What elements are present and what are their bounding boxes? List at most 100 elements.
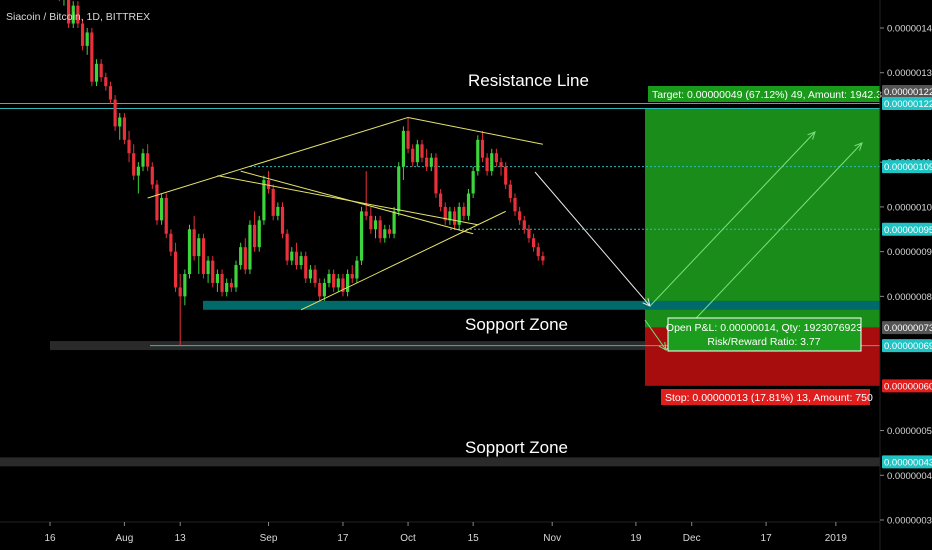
candle-body: [294, 251, 299, 266]
candle-body: [411, 148, 415, 163]
candle: [308, 265, 312, 283]
candle-body: [359, 211, 364, 261]
candle-body: [541, 256, 545, 261]
candle: [211, 256, 215, 288]
time-tick-label: Aug: [116, 533, 134, 544]
candle-body: [160, 197, 164, 221]
candle: [387, 224, 392, 239]
candle: [164, 193, 168, 239]
trendline: [300, 210, 506, 311]
candle-body: [197, 238, 201, 257]
support-zone-band: [203, 300, 880, 310]
candle-body: [206, 260, 210, 274]
candle: [420, 139, 424, 163]
candle-body: [490, 153, 494, 172]
candle-body: [457, 206, 461, 225]
candle-body: [304, 256, 308, 279]
candle: [318, 278, 322, 301]
candle-body: [364, 211, 368, 216]
candle: [113, 95, 117, 131]
candle: [364, 171, 368, 221]
candle: [406, 117, 410, 154]
candle: [285, 229, 289, 266]
candle-body: [299, 256, 303, 266]
price-badge-bg: [882, 379, 932, 393]
candle: [355, 256, 359, 283]
candle-body: [434, 157, 438, 194]
candle-body: [522, 220, 526, 230]
candle-body: [234, 265, 238, 288]
candle: [322, 278, 326, 301]
candle-body: [462, 206, 466, 216]
candle-body: [448, 211, 452, 221]
arrow-shaft: [649, 131, 816, 307]
trendlines-layer: [147, 116, 543, 311]
candle-body: [318, 282, 322, 297]
candle-body: [150, 166, 154, 185]
candle: [276, 202, 280, 221]
arrow-shaft: [665, 142, 863, 351]
target-label-text: Target: 0.00000049 (67.12%) 49, Amount: …: [652, 89, 888, 101]
time-axis[interactable]: 16 Aug 13 Sep 17 Oct 15 Nov 19 Dec 17 2019: [0, 521, 880, 544]
candle: [466, 189, 471, 221]
candle-body: [108, 86, 113, 100]
candle: [327, 269, 331, 288]
price-badge-bg: [882, 455, 932, 469]
time-tick-label: 16: [44, 533, 56, 544]
candle-body: [178, 287, 182, 297]
candle: [518, 206, 522, 225]
candle-body: [429, 157, 433, 167]
candle-body: [518, 211, 522, 221]
candle-body: [173, 251, 178, 288]
candle-body: [322, 282, 326, 297]
risk-reward-text: Risk/Reward Ratio: 3.77: [707, 336, 820, 348]
candle: [99, 59, 103, 82]
price-badge-label: 0.00000109: [884, 162, 932, 173]
candle: [411, 144, 415, 167]
candle: [220, 269, 224, 297]
stop-label-text: Stop: 0.00000013 (17.81%) 13, Amount: 75…: [665, 392, 873, 404]
candle-body: [494, 153, 498, 163]
price-badge: 0.00000043: [882, 455, 932, 469]
candle: [434, 153, 438, 198]
candle: [262, 175, 266, 225]
trendline: [407, 116, 543, 145]
arrow-shaft: [644, 319, 667, 351]
price-badge: 0.00000109: [882, 160, 932, 174]
candle-body: [94, 63, 99, 82]
price-badge: 0.00000069: [882, 339, 932, 353]
candle-body: [527, 229, 531, 239]
candle-body: [532, 238, 536, 248]
price-axis[interactable]: 0.000001400.000001300.000001100.00000100…: [879, 0, 932, 550]
candle-body: [113, 99, 117, 127]
candle: [80, 19, 85, 51]
candle: [369, 206, 373, 234]
candle: [504, 162, 508, 190]
candle-body: [508, 184, 512, 198]
time-tick-label: 17: [337, 533, 349, 544]
candle: [71, 1, 75, 28]
price-badge-label: 0.00000060: [884, 381, 932, 392]
candle: [350, 265, 354, 283]
candle-body: [401, 130, 405, 167]
price-badge-bg: [882, 321, 932, 335]
candle: [122, 112, 126, 145]
candle-body: [215, 274, 219, 283]
candle-body: [225, 282, 229, 292]
candle-body: [90, 32, 94, 82]
candle-body: [155, 184, 159, 221]
price-badge-label: 0.00000069: [884, 341, 932, 352]
candle: [485, 153, 489, 176]
time-tick-label: Nov: [543, 533, 561, 544]
candle: [313, 265, 317, 288]
candle: [457, 202, 461, 230]
open-pnl-box[interactable]: Open P&L: 0.00000014, Qty: 1923076923 Ris…: [666, 317, 862, 352]
candle: [332, 269, 336, 292]
